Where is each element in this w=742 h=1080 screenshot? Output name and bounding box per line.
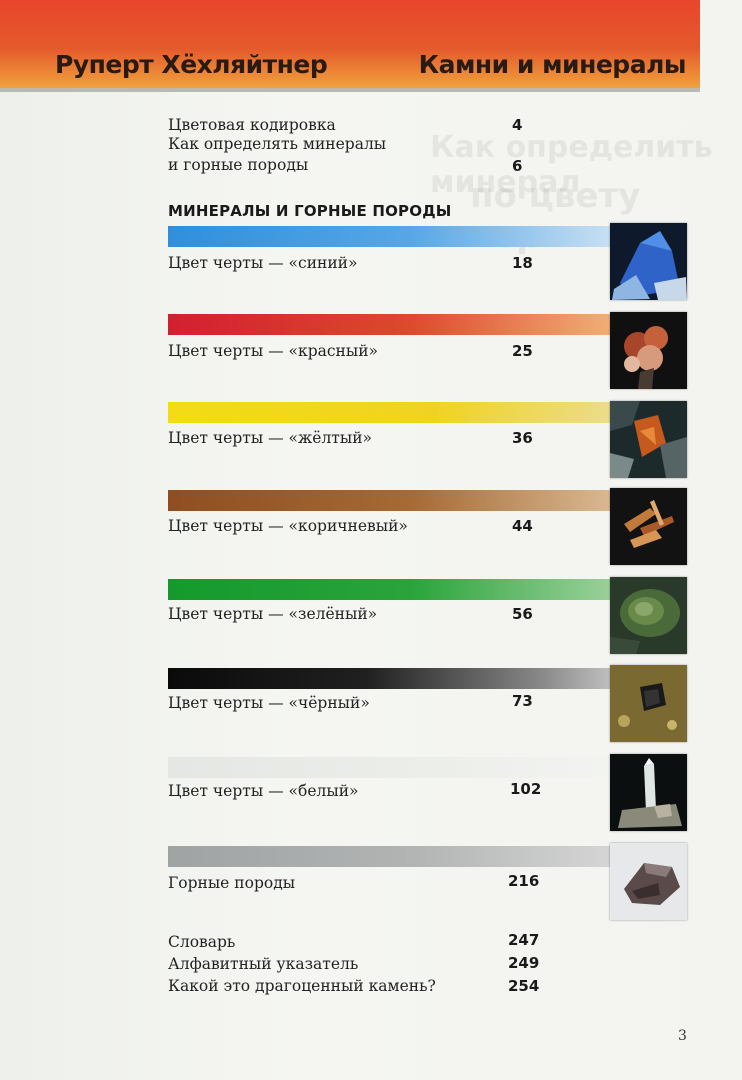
toc-entry[interactable]: Как определять минералы — [168, 135, 548, 153]
streak-color-bar-yellow — [168, 402, 610, 423]
toc-entry-page: 36 — [512, 429, 533, 447]
toc-entry-streak-white[interactable]: Цвет черты — «белый» — [168, 782, 548, 800]
streak-color-bar-black — [168, 668, 610, 689]
rock-photo — [610, 843, 687, 920]
toc-entry-label: Словарь — [168, 933, 236, 951]
toc-entry-page: 56 — [512, 605, 533, 623]
toc-entry-streak-black[interactable]: Цвет черты — «чёрный» — [168, 694, 548, 712]
toc-entry-page: 216 — [508, 872, 540, 890]
toc-entry-page: 44 — [512, 517, 533, 535]
toc-entry-label: Цвет черты — «чёрный» — [168, 694, 370, 712]
page-number: 3 — [678, 1028, 687, 1044]
toc-entry-label: Как определять минералы — [168, 135, 387, 153]
toc-entry-page: 6 — [512, 157, 523, 175]
toc-entry-page: 249 — [508, 954, 540, 972]
toc-entry-streak-red[interactable]: Цвет черты — «красный» — [168, 342, 548, 360]
toc-entry-label: Цвет черты — «коричневый» — [168, 517, 408, 535]
toc-entry-gemstones[interactable]: Какой это драгоценный камень? — [168, 977, 548, 995]
toc-entry-streak-green[interactable]: Цвет черты — «зелёный» — [168, 605, 548, 623]
streak-color-bar-blue — [168, 226, 610, 247]
toc-entry-index[interactable]: Алфавитный указатель — [168, 955, 548, 973]
toc-entry-label: Цвет черты — «белый» — [168, 782, 359, 800]
mineral-photo-white — [610, 754, 687, 831]
toc-entry-label: Какой это драгоценный камень? — [168, 977, 436, 995]
toc-entry-label: Цвет черты — «зелёный» — [168, 605, 378, 623]
toc-entry-page: 254 — [508, 977, 540, 995]
toc-entry[interactable]: и горные породы — [168, 156, 548, 174]
toc-entry[interactable]: Цветовая кодировка — [168, 116, 548, 134]
toc-entry-page: 102 — [510, 780, 542, 798]
section-heading: МИНЕРАЛЫ И ГОРНЫЕ ПОРОДЫ — [168, 202, 452, 220]
mineral-photo-red — [610, 312, 687, 389]
toc-entry-label: и горные породы — [168, 156, 309, 174]
mineral-photo-blue — [610, 223, 687, 300]
toc-entry-label: Цвет черты — «жёлтый» — [168, 429, 373, 447]
toc-entry-label: Цвет черты — «красный» — [168, 342, 379, 360]
toc-entry-streak-brown[interactable]: Цвет черты — «коричневый» — [168, 517, 548, 535]
mineral-photo-yellow — [610, 401, 687, 478]
header-divider — [0, 88, 700, 92]
streak-color-bar-red — [168, 314, 610, 335]
toc-entry-page: 4 — [512, 116, 523, 134]
streak-color-bar-white — [168, 757, 610, 778]
book-title: Камни и минералы — [418, 50, 687, 79]
toc-entry-page: 247 — [508, 931, 540, 949]
toc-entry-glossary[interactable]: Словарь — [168, 933, 548, 951]
streak-color-bar-green — [168, 579, 610, 600]
toc-entry-page: 73 — [512, 692, 533, 710]
toc-entry-page: 18 — [512, 254, 533, 272]
toc-entry-streak-yellow[interactable]: Цвет черты — «жёлтый» — [168, 429, 548, 447]
toc-entry-streak-blue[interactable]: Цвет черты — «синий» — [168, 254, 548, 272]
toc-entry-label: Цвет черты — «синий» — [168, 254, 358, 272]
rocks-color-bar — [168, 846, 610, 867]
mineral-photo-green — [610, 577, 687, 654]
toc-entry-label: Цветовая кодировка — [168, 116, 336, 134]
mineral-photo-black — [610, 665, 687, 742]
streak-color-bar-brown — [168, 490, 610, 511]
mineral-photo-brown — [610, 488, 687, 565]
author-name: Руперт Хёхляйтнер — [55, 50, 328, 79]
show-through-text: Как определить минерал — [430, 130, 713, 200]
show-through-text: по цвету черты — [470, 176, 641, 256]
toc-entry-page: 25 — [512, 342, 533, 360]
header-banner: Руперт Хёхляйтнер Камни и минералы — [0, 0, 700, 88]
toc-entry-label: Алфавитный указатель — [168, 955, 359, 973]
toc-entry-label: Горные породы — [168, 874, 296, 892]
toc-entry-rocks[interactable]: Горные породы — [168, 874, 548, 892]
